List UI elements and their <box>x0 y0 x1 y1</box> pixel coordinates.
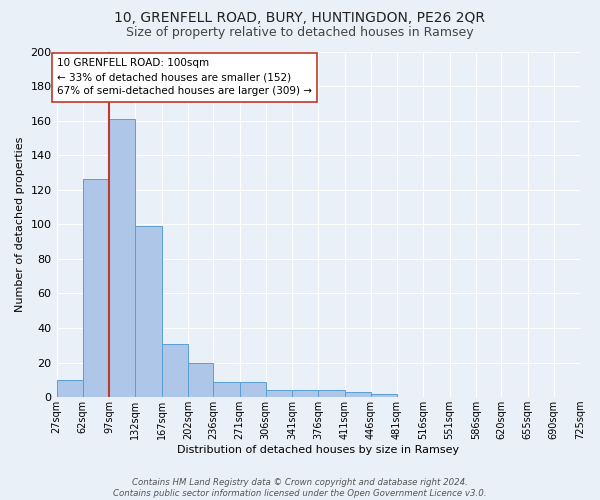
Bar <box>213 382 239 397</box>
Bar <box>239 382 266 397</box>
Bar <box>161 344 188 397</box>
Bar <box>83 180 109 397</box>
Bar <box>292 390 318 397</box>
Text: 10, GRENFELL ROAD, BURY, HUNTINGDON, PE26 2QR: 10, GRENFELL ROAD, BURY, HUNTINGDON, PE2… <box>115 11 485 25</box>
Bar <box>135 226 161 397</box>
Bar <box>109 119 135 397</box>
Bar <box>188 362 213 397</box>
Text: Contains HM Land Registry data © Crown copyright and database right 2024.
Contai: Contains HM Land Registry data © Crown c… <box>113 478 487 498</box>
Text: Size of property relative to detached houses in Ramsey: Size of property relative to detached ho… <box>126 26 474 39</box>
X-axis label: Distribution of detached houses by size in Ramsey: Distribution of detached houses by size … <box>177 445 460 455</box>
Bar <box>371 394 397 397</box>
Bar <box>266 390 292 397</box>
Bar <box>318 390 344 397</box>
Bar <box>344 392 371 397</box>
Bar <box>56 380 83 397</box>
Y-axis label: Number of detached properties: Number of detached properties <box>15 136 25 312</box>
Text: 10 GRENFELL ROAD: 100sqm
← 33% of detached houses are smaller (152)
67% of semi-: 10 GRENFELL ROAD: 100sqm ← 33% of detach… <box>57 58 312 96</box>
